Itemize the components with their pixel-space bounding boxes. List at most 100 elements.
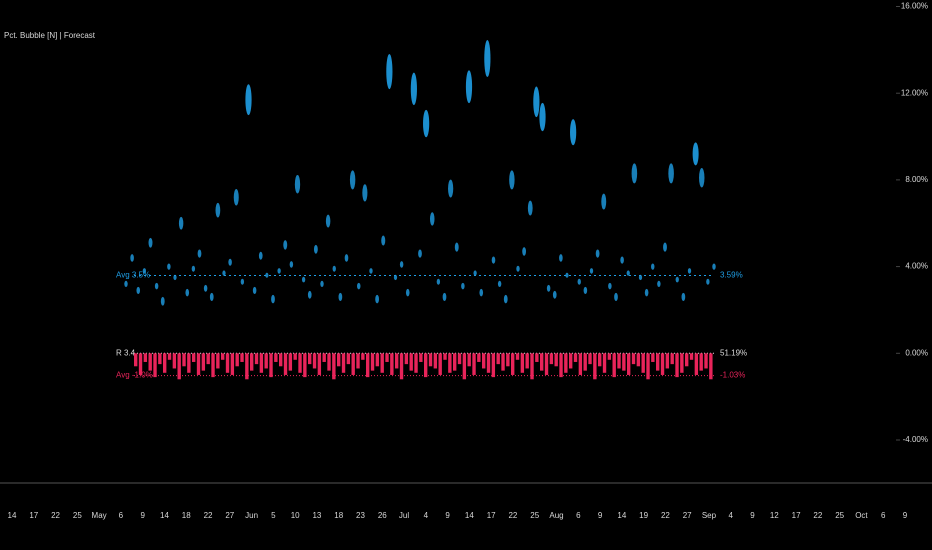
forecast-bar <box>646 353 650 380</box>
bubble <box>283 240 288 250</box>
forecast-bar <box>627 353 631 375</box>
reference-right-label: 3.59% <box>720 271 743 280</box>
forecast-bar <box>612 353 616 378</box>
forecast-bar <box>298 353 302 373</box>
bubble <box>552 290 557 299</box>
forecast-bar <box>158 353 162 365</box>
forecast-bar <box>404 353 409 365</box>
forecast-bar <box>665 353 670 369</box>
forecast-bar <box>583 353 587 371</box>
forecast-bar <box>602 353 607 373</box>
forecast-bar <box>327 353 331 371</box>
y-tick-label: -4.00% <box>903 435 928 444</box>
bubble <box>533 86 540 118</box>
forecast-bar <box>167 353 172 360</box>
forecast-bar <box>511 353 515 375</box>
forecast-bar <box>535 353 539 362</box>
forecast-bar <box>351 353 355 375</box>
bubble <box>191 265 196 272</box>
forecast-bar <box>544 353 549 375</box>
forecast-bar <box>689 353 694 360</box>
bubble <box>692 142 699 166</box>
forecast-bar <box>312 353 317 369</box>
forecast-bar <box>216 353 220 369</box>
forecast-bar <box>636 353 641 367</box>
forecast-bar <box>486 353 491 373</box>
bubble <box>442 292 447 302</box>
bubble <box>399 261 404 268</box>
forecast-bar <box>274 353 278 362</box>
forecast-bar <box>380 353 384 373</box>
bubble <box>349 170 356 190</box>
forecast-bar <box>240 353 244 362</box>
bubble <box>209 292 214 302</box>
forecast-bar <box>520 353 525 373</box>
bubble <box>546 284 551 292</box>
bubble <box>631 163 638 184</box>
forecast-bar <box>346 353 351 365</box>
forecast-bar <box>250 353 254 371</box>
forecast-bar <box>675 353 679 378</box>
bubble <box>559 254 563 262</box>
forecast-bar <box>424 353 428 378</box>
bubble <box>258 251 263 260</box>
forecast-bar <box>438 353 442 375</box>
x-tick-label: Oct <box>855 511 868 520</box>
forecast-bar <box>419 353 423 362</box>
forecast-bar <box>457 353 462 365</box>
bubble <box>393 274 398 281</box>
forecast-bar <box>506 353 510 367</box>
bubble <box>465 70 473 104</box>
x-tick-label: 6 <box>119 511 124 520</box>
forecast-bar <box>182 353 186 367</box>
bubble <box>608 282 612 290</box>
x-tick-label: 18 <box>334 511 343 520</box>
bubble <box>461 282 465 290</box>
forecast-bar <box>245 353 249 380</box>
x-tick-label: 6 <box>881 511 886 520</box>
x-tick-label: 18 <box>182 511 191 520</box>
forecast-bar <box>177 353 181 380</box>
forecast-bar <box>414 353 418 373</box>
forecast-bar <box>337 353 341 367</box>
bubble <box>154 282 159 290</box>
bubble <box>136 286 141 295</box>
forecast-bar <box>206 353 210 365</box>
bubble <box>386 53 393 90</box>
forecast-bar <box>428 353 433 367</box>
reference-left-label: R 3.4 <box>116 348 136 357</box>
bubble <box>338 292 343 302</box>
forecast-bar <box>443 353 447 360</box>
x-tick-label: 19 <box>639 511 648 520</box>
bubble <box>436 278 441 285</box>
bubble <box>203 284 208 292</box>
y-tick-label: 16.00% <box>901 2 928 11</box>
forecast-bar <box>395 353 399 369</box>
x-tick-label: 12 <box>770 511 779 520</box>
bubble <box>539 102 546 132</box>
x-tick-label: Sep <box>702 511 717 520</box>
forecast-bar <box>341 353 346 373</box>
chart-title: Pct. Bubble [N] | Forecast <box>4 31 96 40</box>
forecast-bar <box>254 353 259 365</box>
bubble <box>173 274 177 281</box>
bubble <box>699 168 705 188</box>
forecast-bar <box>375 353 380 367</box>
bubble <box>651 263 655 270</box>
forecast-bar <box>172 353 177 369</box>
bubble <box>577 278 581 285</box>
x-tick-label: 22 <box>661 511 670 520</box>
x-tick-label: 14 <box>8 511 17 520</box>
forecast-bar <box>143 353 148 362</box>
forecast-bar <box>709 353 713 380</box>
bubble <box>240 278 245 285</box>
x-tick-label: 9 <box>750 511 755 520</box>
y-tick-label: 8.00% <box>905 175 928 184</box>
bubble <box>320 280 324 288</box>
forecast-bar <box>462 353 467 380</box>
forecast-bar <box>631 353 636 365</box>
x-tick-label: 9 <box>140 511 145 520</box>
bubble <box>160 296 165 306</box>
forecast-bar <box>370 353 375 371</box>
bubble <box>663 242 667 252</box>
